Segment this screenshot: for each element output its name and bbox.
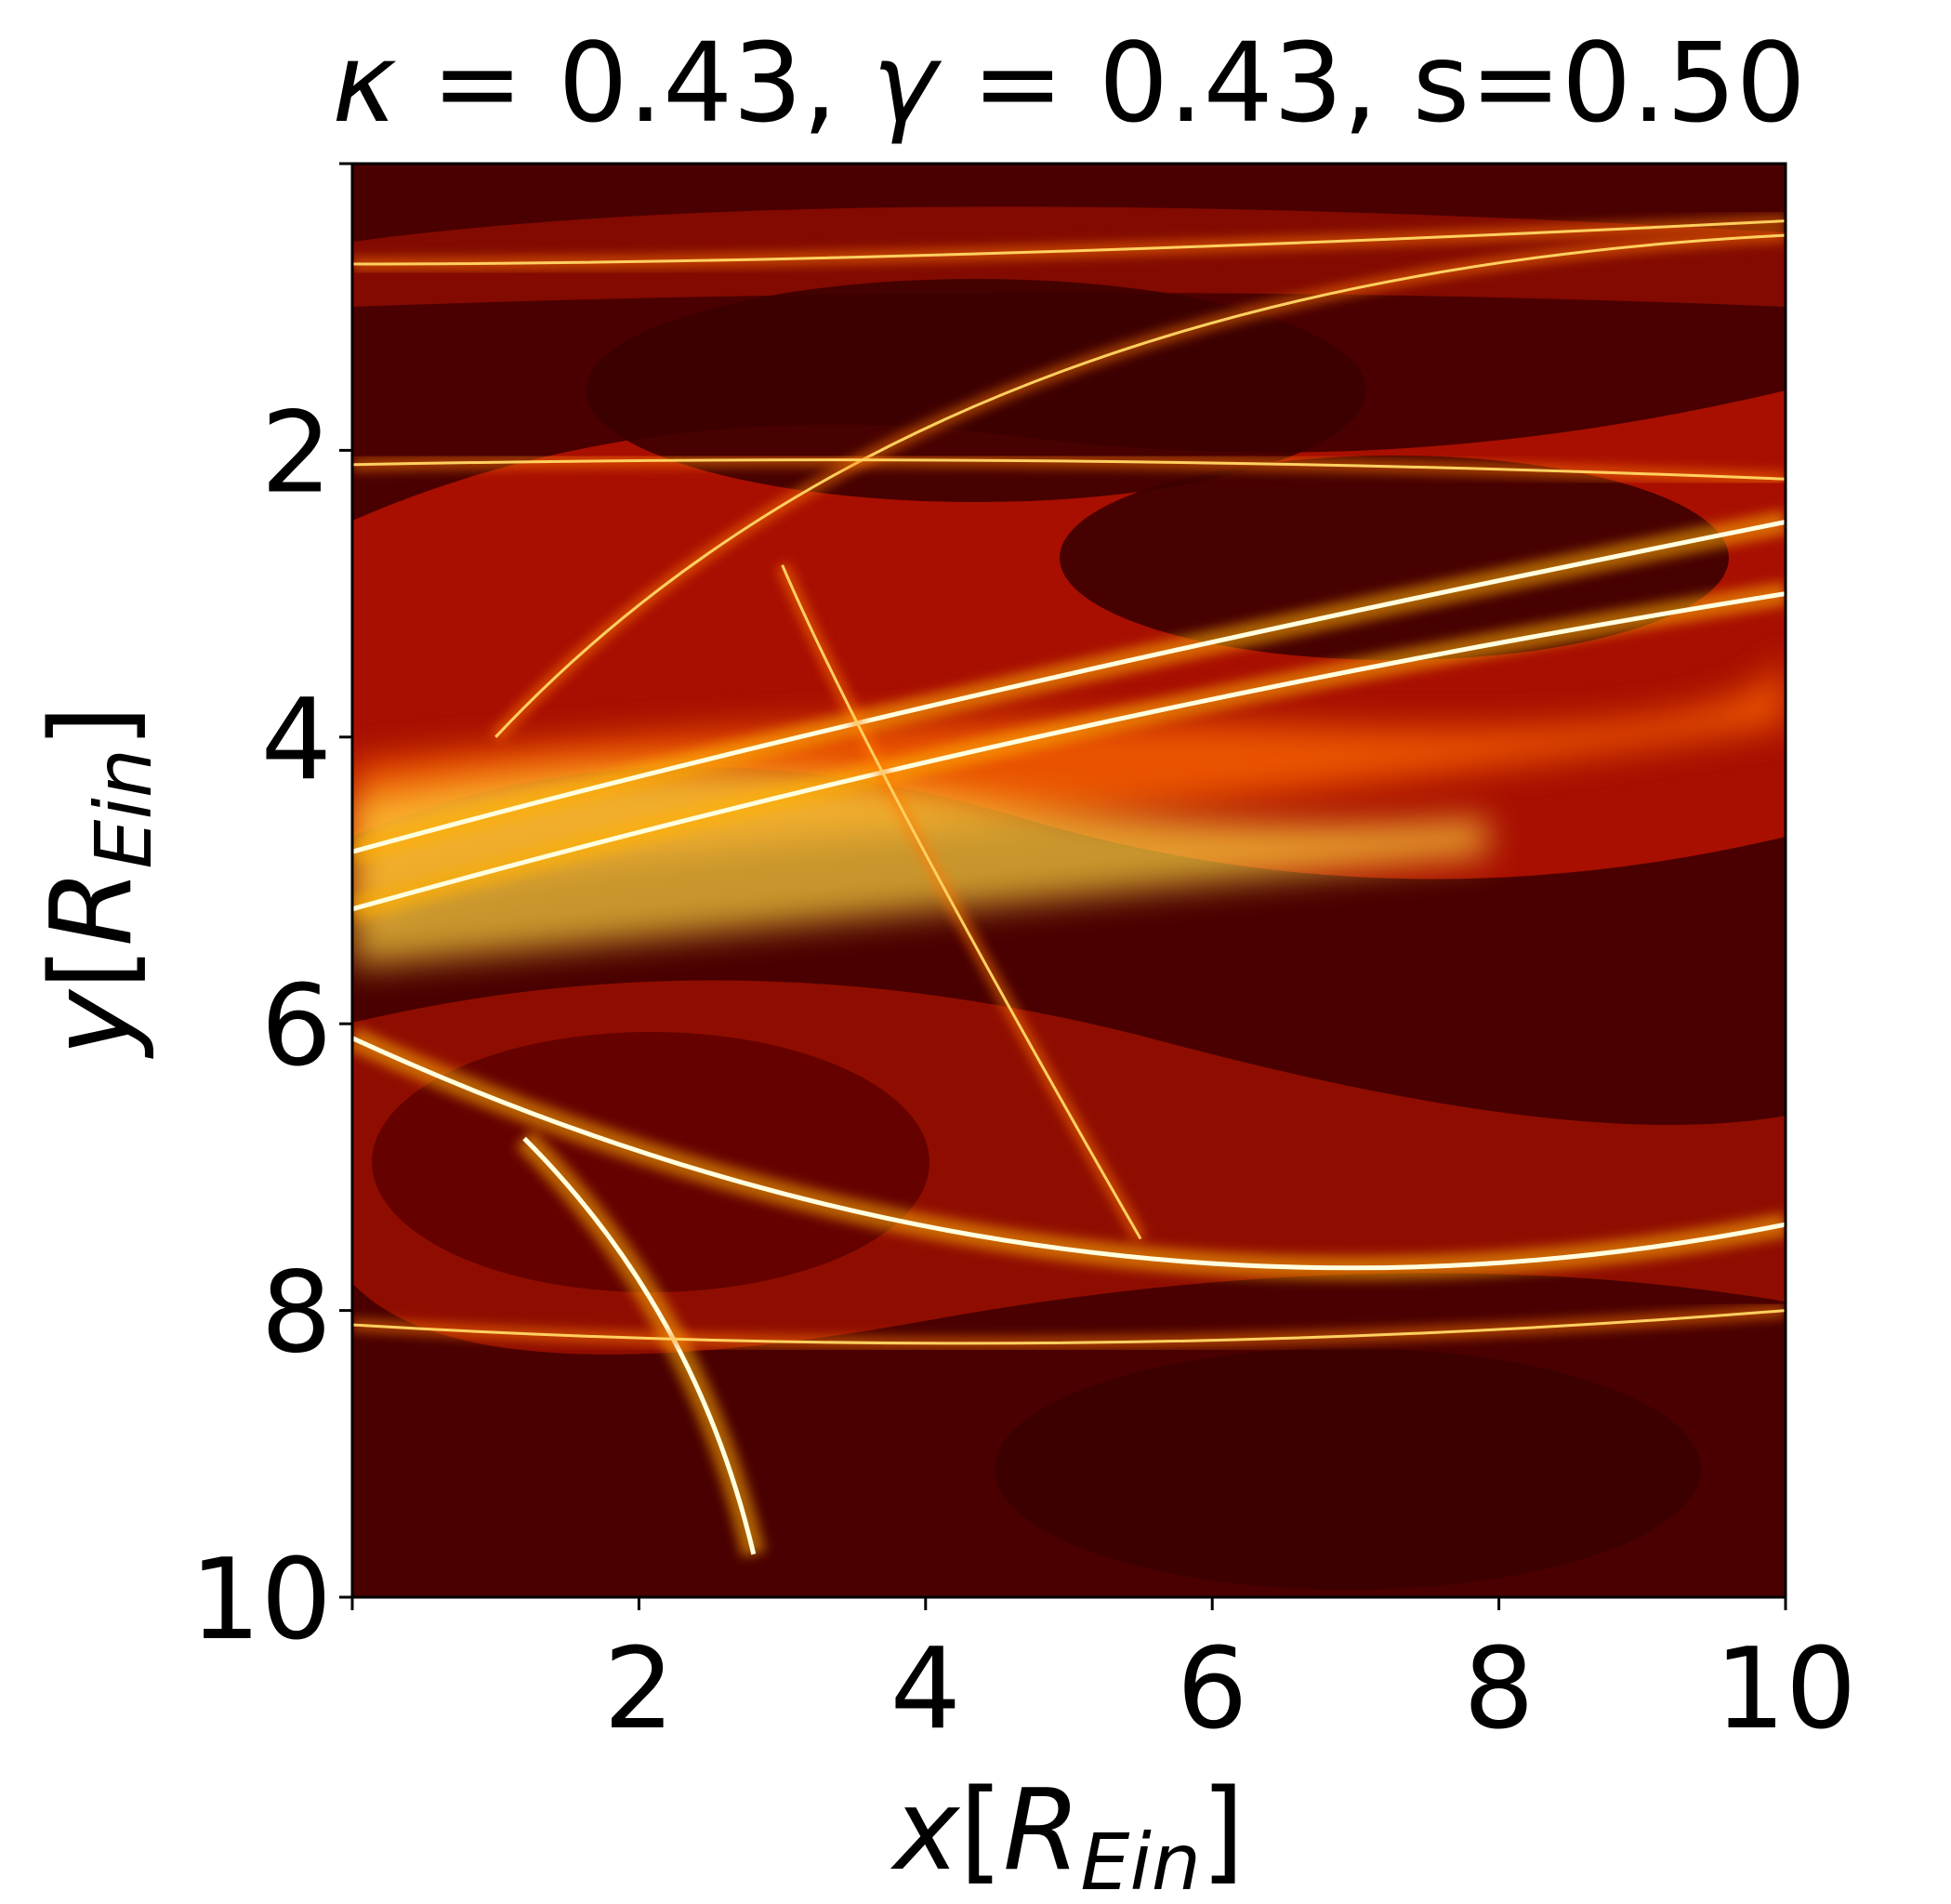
- x-tick-label: 8: [1463, 1625, 1534, 1754]
- caustic-line: [352, 1309, 1786, 1345]
- caustic-lines: [352, 214, 1786, 1557]
- x-tick-label: 4: [890, 1625, 961, 1754]
- x-tick-label: 10: [1715, 1625, 1857, 1754]
- caustic-line: [352, 458, 1786, 481]
- title-kappa-value: = 0.43,: [397, 19, 873, 147]
- title-gamma-value: = 0.43, s=0.50: [937, 19, 1806, 147]
- y-tick-label: 8: [261, 1250, 332, 1379]
- y-tick-label: 4: [261, 676, 332, 805]
- x-tick-label: 6: [1177, 1625, 1247, 1754]
- caustic-line: [352, 1036, 1786, 1271]
- title-gamma-symbol: γ: [872, 19, 942, 147]
- map-dark-region: [1060, 456, 1729, 660]
- y-axis: 2 4 6 8 10: [190, 162, 352, 1665]
- title-kappa-symbol: κ: [332, 19, 397, 147]
- plot-frame: [350, 162, 1787, 1599]
- map-bright-band: [352, 769, 1487, 967]
- caustic-line: [781, 564, 1142, 1240]
- y-tick-label: 10: [190, 1536, 332, 1665]
- chart-title: κ = 0.43, γ = 0.43, s=0.50: [332, 19, 1806, 147]
- caustic-line: [522, 1136, 757, 1555]
- x-tick-label: 2: [603, 1625, 674, 1754]
- x-axis: 2 4 6 8 10: [350, 1597, 1857, 1754]
- map-dark-region: [995, 1348, 1701, 1590]
- x-axis-label: x[REin]: [890, 1766, 1245, 1904]
- caustic-line: [352, 219, 1786, 266]
- magnification-map: [352, 164, 1786, 1597]
- map-bright-band: [352, 651, 1786, 930]
- y-tick-label: 6: [261, 962, 332, 1091]
- y-axis-label: y[REin]: [28, 705, 169, 1059]
- caustic-line: [494, 233, 1786, 738]
- caustic-line: [352, 591, 1786, 912]
- y-tick-label: 2: [261, 389, 332, 518]
- caustic-line: [352, 520, 1786, 854]
